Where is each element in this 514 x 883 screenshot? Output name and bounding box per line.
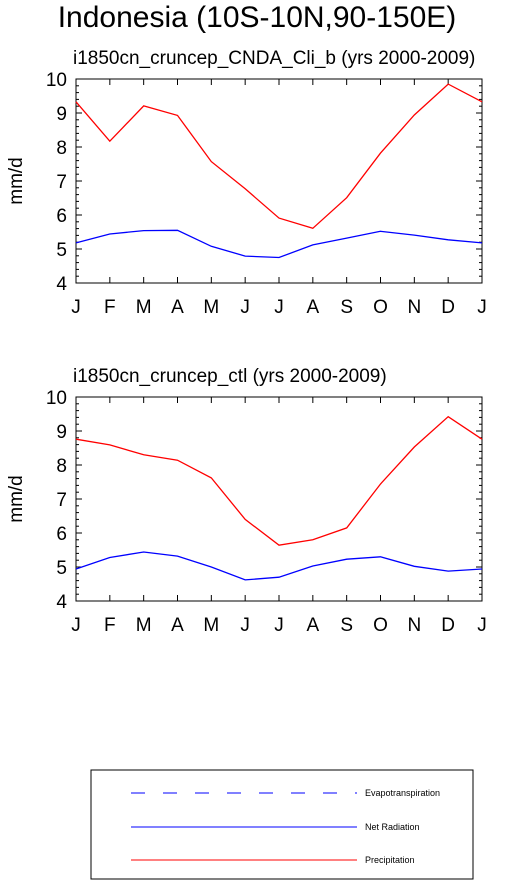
x-tick-label: J [274,297,284,318]
y-axis-label: mm/d [6,475,27,523]
legend-label: Precipitation [365,855,415,865]
y-tick-label: 9 [56,422,67,443]
y-tick-label: 4 [56,592,67,613]
page-title: Indonesia (10S-10N,90-150E) [57,1,457,34]
series-line-precipitation [75,83,483,230]
chart-panel-1: i1850cn_cruncep_CNDA_Cli_b (yrs 2000-200… [6,48,487,318]
y-tick-label: 8 [56,456,67,477]
legend-label: Evapotranspiration [365,788,440,798]
series-line-precipitation [75,415,483,546]
x-tick-label: J [240,615,250,636]
x-tick-label: M [203,297,219,318]
x-tick-label: J [240,297,250,318]
series-line-net-radiation [75,229,483,259]
x-tick-label: O [373,297,388,318]
y-tick-label: 9 [56,104,67,125]
legend: Evapotranspiration Net Radiation Precipita… [90,769,474,880]
x-tick-label: F [104,297,116,318]
x-tick-label: J [477,297,487,318]
legend-label: Net Radiation [365,822,420,832]
y-tick-label: 5 [56,240,67,261]
x-tick-label: S [340,297,353,318]
legend-box [90,769,474,880]
x-tick-label: N [407,297,421,318]
x-tick-label: S [340,615,353,636]
y-tick-label: 10 [46,388,67,409]
x-tick-label: J [71,297,81,318]
y-tick-label: 5 [56,558,67,579]
chart-title: i1850cn_cruncep_CNDA_Cli_b (yrs 2000-200… [73,48,475,69]
y-tick-label: 6 [56,524,67,545]
x-tick-label: O [373,615,388,636]
chart-panel-2: i1850cn_cruncep_ctl (yrs 2000-2009) mm/d J… [6,366,487,636]
y-axis-label: mm/d [6,157,27,205]
chart-title: i1850cn_cruncep_ctl (yrs 2000-2009) [73,366,387,387]
x-tick-label: D [441,615,455,636]
y-tick-label: 8 [56,138,67,159]
x-tick-label: M [136,297,152,318]
x-tick-label: N [407,615,421,636]
x-tick-label: A [306,297,319,318]
plot-frame [75,396,483,602]
x-tick-label: A [171,615,184,636]
x-tick-label: J [71,615,81,636]
x-tick-label: M [136,615,152,636]
y-tick-label: 10 [46,70,67,91]
x-tick-label: D [441,297,455,318]
x-tick-label: A [306,615,319,636]
y-tick-label: 7 [56,490,67,511]
x-tick-label: A [171,297,184,318]
x-tick-label: M [203,615,219,636]
y-tick-label: 7 [56,172,67,193]
series-line-net-radiation [75,551,483,581]
y-tick-label: 4 [56,274,67,295]
x-tick-label: F [104,615,116,636]
x-tick-label: J [477,615,487,636]
x-tick-label: J [274,615,284,636]
y-tick-label: 6 [56,206,67,227]
